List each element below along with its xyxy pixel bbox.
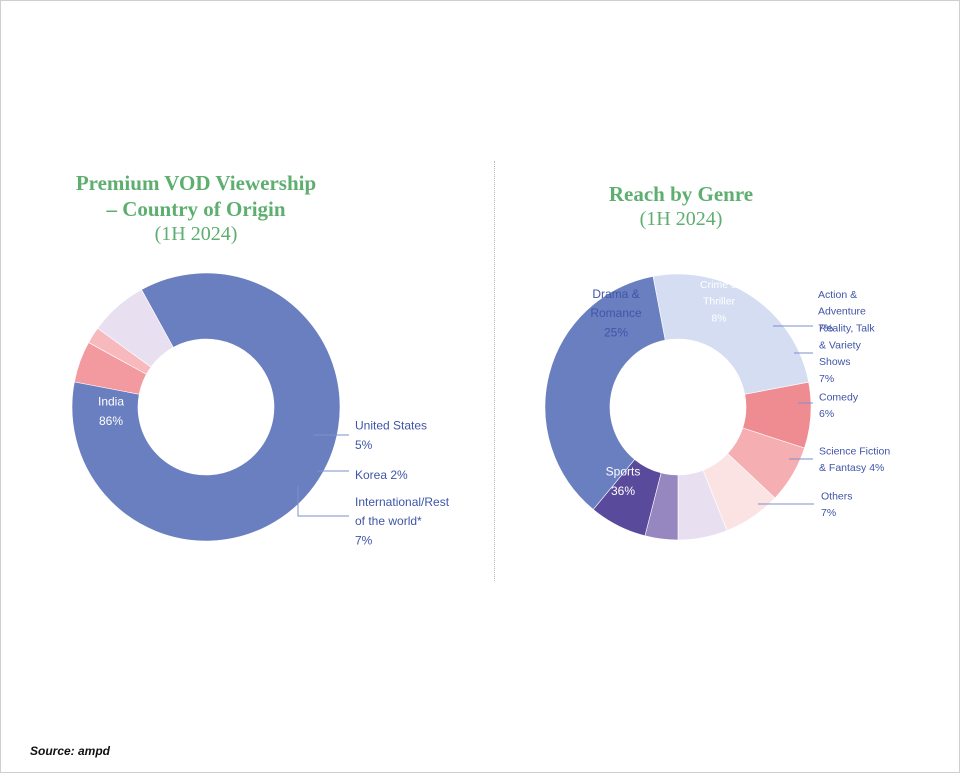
right-chart-title: Reach by Genre xyxy=(608,182,754,206)
chart-1-label-comedy: Comedy 6% xyxy=(819,391,859,420)
left-chart-title-block: Premium VOD Viewership – Country of Orig… xyxy=(21,170,371,246)
right-chart-title-block: Reach by Genre (1H 2024) xyxy=(531,181,831,231)
chart-0-slice-international-rest-of-the-world xyxy=(97,289,174,368)
chart-0-label-international-rest-of-the-world: International/Rest of the world* 7% xyxy=(355,495,450,547)
chart-0-leader-international-rest-of-the-world xyxy=(297,486,349,517)
chart-1-slice-sports xyxy=(544,276,666,510)
chart-1-label-action-adventure-7: Action & Adventure 7% xyxy=(818,289,866,335)
source-note: Source: ampd xyxy=(30,744,111,758)
chart-1-label-reality-talk-variety-shows: Reality, Talk & Variety Shows 7% xyxy=(819,322,875,384)
chart-1-label-sports: Sports 36% xyxy=(606,465,641,498)
chart-0-slice-india xyxy=(71,272,341,542)
left-chart-title-line2: – Country of Origin xyxy=(106,197,286,221)
chart-1-label-crime-thriller-8: Crime & Thriller 8% xyxy=(700,279,738,325)
left-chart-title: Premium VOD Viewership xyxy=(75,171,317,195)
divider xyxy=(494,161,495,581)
chart-0-label-united-states: United States 5% xyxy=(355,419,427,452)
chart-0-label-korea-2: Korea 2% xyxy=(355,468,408,482)
chart-1-label-drama-romance: Drama & Romance 25% xyxy=(590,287,642,339)
left-chart-subtitle: (1H 2024) xyxy=(154,223,238,245)
chart-1-label-others: Others 7% xyxy=(821,490,853,519)
chart-1-label-science-fiction-fantasy-4: Science Fiction & Fantasy 4% xyxy=(819,445,890,474)
right-chart-subtitle: (1H 2024) xyxy=(639,208,723,230)
chart-0-label-india: India 86% xyxy=(98,395,124,428)
chart-1-slice-drama-romance xyxy=(652,273,809,395)
